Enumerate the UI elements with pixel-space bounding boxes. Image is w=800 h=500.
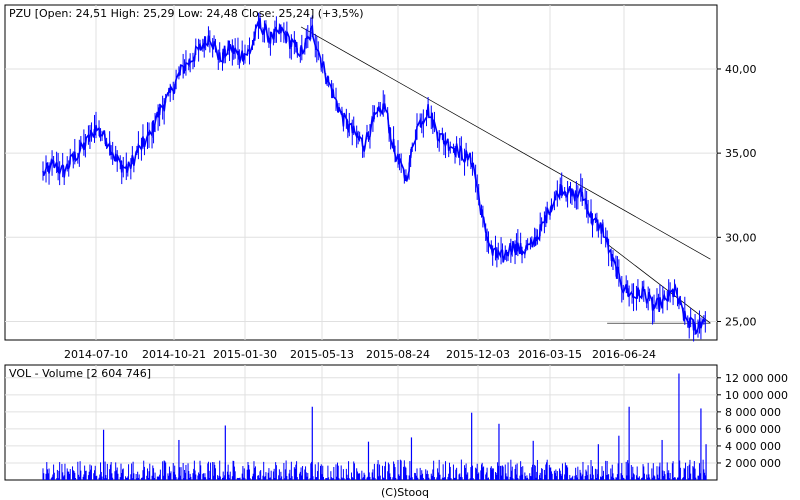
volume-y-tick-label: 2 000 000 bbox=[725, 457, 781, 470]
volume-y-tick-label: 12 000 000 bbox=[725, 372, 788, 385]
x-tick-label: 2015-12-03 bbox=[446, 348, 510, 361]
y-tick-label: 25,00 bbox=[725, 315, 757, 328]
x-tick-label: 2015-01-30 bbox=[213, 348, 277, 361]
price-x-ticks: 2014-07-10 2014-10-21 2015-01-30 2015-05-13… bbox=[64, 348, 656, 361]
trend-line bbox=[300, 26, 711, 260]
volume-panel-title: VOL - Volume [2 604 746] bbox=[9, 367, 151, 380]
price-series bbox=[42, 12, 707, 342]
volume-y-tick-label: 10 000 000 bbox=[725, 389, 788, 402]
price-panel bbox=[4, 4, 718, 341]
x-tick-label: 2016-06-24 bbox=[592, 348, 656, 361]
x-tick-label: 2014-07-10 bbox=[64, 348, 128, 361]
volume-y-ticks: 12 000 000 10 000 000 8 000 000 6 000 000 4 … bbox=[717, 372, 788, 470]
price-y-ticks: 40,00 35,00 30,00 25,00 bbox=[717, 63, 757, 328]
trend-line bbox=[606, 243, 711, 324]
volume-bars bbox=[42, 373, 707, 480]
copyright-credit: (C)Stooq bbox=[381, 486, 429, 499]
x-tick-label: 2015-08-24 bbox=[366, 348, 430, 361]
y-tick-label: 40,00 bbox=[725, 63, 757, 76]
x-tick-label: 2014-10-21 bbox=[142, 348, 206, 361]
price-panel-title: PZU [Open: 24,51 High: 25,29 Low: 24,48 … bbox=[9, 7, 364, 20]
y-tick-label: 30,00 bbox=[725, 231, 757, 244]
x-tick-label: 2015-05-13 bbox=[290, 348, 354, 361]
volume-y-tick-label: 8 000 000 bbox=[725, 406, 781, 419]
volume-y-tick-label: 4 000 000 bbox=[725, 440, 781, 453]
volume-grid bbox=[5, 365, 717, 480]
x-tick-label: 2016-03-15 bbox=[518, 348, 582, 361]
y-tick-label: 35,00 bbox=[725, 147, 757, 160]
volume-y-tick-label: 6 000 000 bbox=[725, 423, 781, 436]
